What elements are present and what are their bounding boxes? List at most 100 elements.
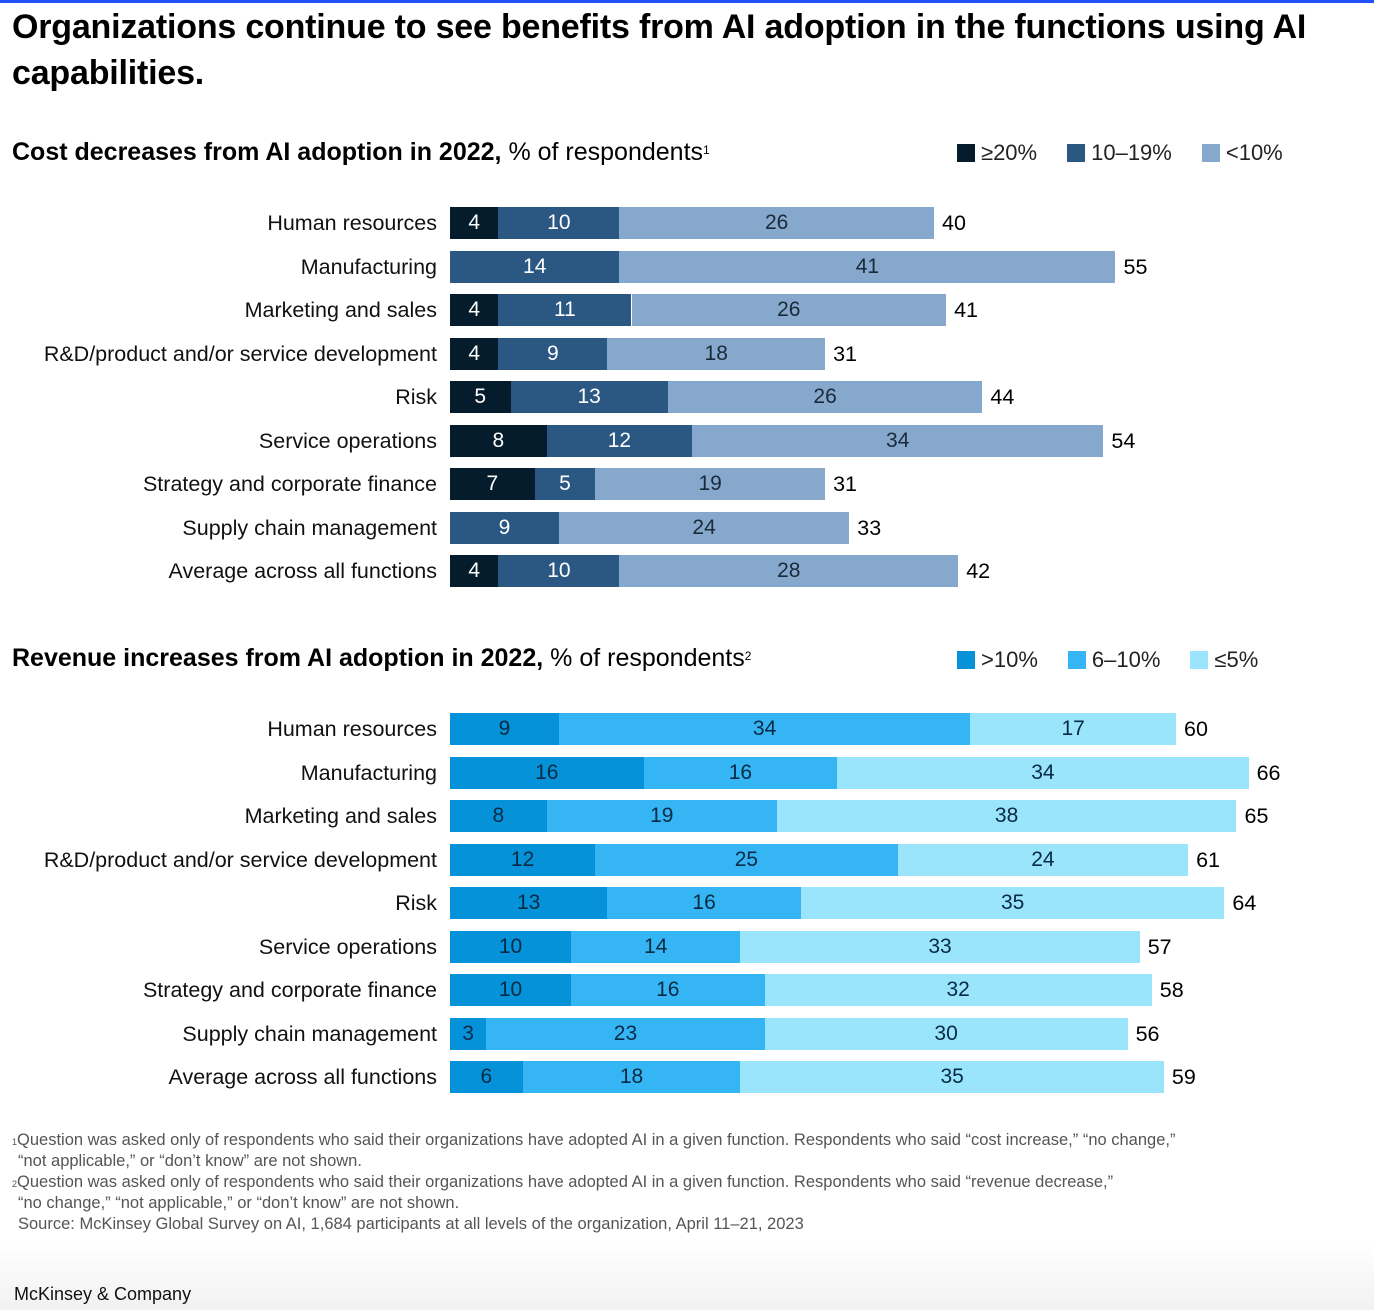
bar-segment: 13 [450,887,608,919]
bar-total-label: 41 [954,298,979,322]
bar-segment: 10 [450,930,571,963]
headline: Organizations continue to see benefits f… [12,8,1307,92]
category-label: R&D/product and/or service development [43,341,437,366]
bar-total-label: 55 [1123,254,1148,279]
legend-item-0: >10% [957,647,1038,673]
bar-segment: 14 [571,930,741,963]
legend-label: ≤5% [1214,647,1259,672]
bar-segment: 24 [897,843,1189,876]
bar-segment: 32 [764,974,1152,1006]
footnote-2-marker: 2 [12,1179,18,1189]
bar-segment: 41 [619,250,1116,283]
bar-segment: 6 [450,1061,523,1093]
bar-segment: 16 [607,887,801,919]
revenue-chart-title-main: Revenue increases from AI adoption in 20… [12,644,544,672]
bar-segment: 18 [607,337,826,370]
bar-segment: 13 [510,381,668,413]
bar-segment: 24 [558,511,850,544]
footnote-2: 2Question was asked only of respondents … [12,1172,1312,1193]
legend-swatch [957,651,975,669]
revenue-chart-title: Revenue increases from AI adoption in 20… [12,643,751,673]
bar-segment: 35 [740,1061,1164,1093]
bar-segment: 26 [667,381,983,413]
bar-segment: 33 [740,930,1140,963]
bar-total-label: 54 [1111,428,1136,453]
bar-total-label: 59 [1171,1065,1196,1089]
cost-chart-title: Cost decreases from AI adoption in 2022,… [12,137,710,167]
bar-segment: 16 [450,756,644,789]
bar-segment: 10 [450,974,571,1006]
category-label: Human resources [267,211,437,235]
bar-total-label: 65 [1244,804,1269,828]
legend-swatch [1190,651,1209,669]
footnote-1: 1Question was asked only of respondents … [12,1130,1312,1151]
category-label: Service operations [258,428,437,453]
bar-segment: 19 [595,468,826,500]
bar-segment: 26 [631,294,947,326]
bar-segment: 8 [450,424,547,457]
bar-segment: 8 [450,800,547,832]
bar-segment: 28 [619,555,959,587]
bar-segment: 25 [595,843,898,876]
bar-segment: 34 [692,424,1104,457]
category-label: Strategy and corporate finance [142,472,437,496]
category-label: Average across all functions [168,1065,438,1089]
bar-segment: 4 [450,337,499,370]
category-label: Strategy and corporate finance [142,978,437,1002]
bar-total-label: 31 [833,341,858,366]
category-label: Marketing and sales [244,298,437,322]
bar-segment: 10 [498,555,620,587]
bar-segment: 11 [498,294,632,326]
cost-chart-footnote-marker: 1 [703,143,710,157]
bar-segment: 7 [450,468,535,500]
bar-segment: 16 [643,756,838,789]
bar-segment: 18 [522,1061,741,1093]
bar-segment: 16 [571,974,765,1006]
bar-segment: 10 [498,207,620,239]
bar-segment: 17 [970,713,1176,745]
cost-chart-legend: ≥20% 10–19% <10% [957,140,1313,166]
bar-segment: 30 [764,1017,1128,1050]
bar-total-label: 64 [1232,891,1257,915]
cost-chart-title-main: Cost decreases from AI adoption in 2022, [12,138,502,166]
bar-segment: 23 [486,1017,765,1050]
bar-segment: 34 [558,713,971,745]
bar-segment: 38 [776,800,1237,832]
category-label: Human resources [267,717,437,741]
bar-total-label: 56 [1135,1021,1160,1046]
revenue-chart-title-unit: % of respondents [550,644,745,672]
category-label: R&D/product and/or service development [43,847,437,872]
legend-swatch [1201,144,1220,162]
legend-swatch [1067,144,1086,162]
bar-segment: 14 [450,250,620,283]
bar-segment: 35 [800,887,1225,919]
bar-segment: 9 [498,337,608,370]
bar-segment: 4 [450,207,499,239]
bar-segment: 34 [837,756,1249,789]
legend-swatch [1067,651,1086,669]
bar-total-label: 31 [833,472,858,496]
bar-segment: 12 [450,843,596,876]
category-label: Service operations [258,934,437,959]
bar-total-label: 40 [942,211,966,235]
footnote-2-line-1: Question was asked only of respondents w… [17,1173,1114,1191]
footnote-1-marker: 1 [12,1137,18,1147]
footnotes: 1 Question was asked only of respondents … [12,1130,1312,1235]
bar-total-label: 44 [990,385,1015,409]
legend-item-0: ≥20% [957,140,1037,166]
top-accent-line [0,0,1374,3]
bar-total-label: 60 [1184,717,1208,741]
bar-segment: 9 [450,713,559,745]
legend-item-2: ≤5% [1190,647,1258,673]
legend-label: 6–10% [1091,647,1161,672]
category-label: Supply chain management [182,515,437,540]
bar-segment: 9 [450,511,559,544]
legend-swatch [957,144,975,162]
category-label: Supply chain management [182,1021,437,1046]
bar-total-label: 57 [1147,934,1172,959]
footnote-2-cont: “no change,” “not applicable,” or “don’t… [18,1194,460,1212]
bar-total-label: 42 [966,559,991,583]
legend-label: <10% [1225,140,1283,165]
source-note: Source: McKinsey Global Survey on AI, 1,… [18,1215,804,1233]
category-label: Marketing and sales [244,804,437,828]
